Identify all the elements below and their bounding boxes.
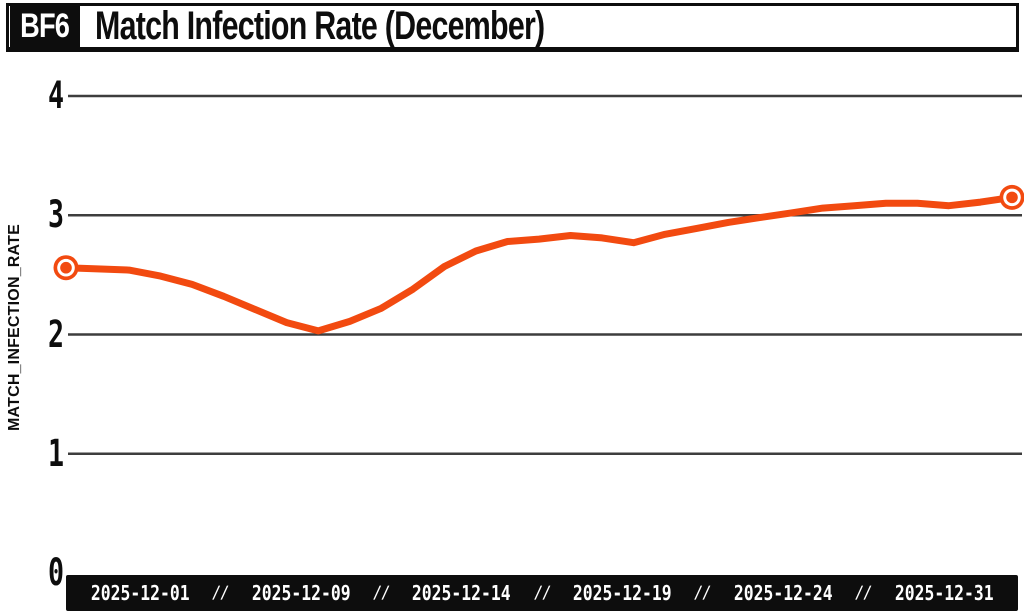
- y-tick-label: 0: [47, 551, 64, 594]
- x-axis-bar: 2025-12-01 // 2025-12-09 // 2025-12-14 // 2025…: [66, 575, 1018, 611]
- x-axis-date: 2025-12-14: [412, 581, 511, 605]
- x-axis-date: 2025-12-31: [894, 581, 994, 605]
- x-axis-date: 2025-12-19: [572, 581, 672, 605]
- date-separator: //: [693, 583, 712, 603]
- date-separator: //: [211, 583, 230, 603]
- y-tick-label: 3: [47, 193, 64, 237]
- endpoint-marker: [53, 255, 79, 281]
- x-axis-date: 2025-12-09: [251, 581, 351, 605]
- bf6-badge-label: BF6: [20, 7, 70, 45]
- y-tick-label: 2: [47, 312, 64, 356]
- date-separator: //: [372, 583, 391, 603]
- date-separator: //: [854, 583, 873, 603]
- y-tick-label: 4: [47, 74, 64, 117]
- page-title: Match Infection Rate (December): [95, 4, 686, 48]
- date-separator: //: [532, 583, 551, 603]
- endpoint-marker: [999, 184, 1024, 210]
- bf6-badge: BF6: [10, 6, 80, 47]
- page-title-text: Match Infection Rate (December): [95, 4, 545, 48]
- infection-rate-line: [62, 193, 1016, 335]
- x-axis-date: 2025-12-24: [733, 581, 833, 605]
- endpoint-marker-circle: [60, 261, 72, 274]
- y-tick-label: 1: [47, 431, 64, 475]
- x-axis-date: 2025-12-01: [90, 581, 190, 605]
- endpoint-marker-circle: [1006, 191, 1018, 204]
- header-box: BF6 Match Infection Rate (December): [6, 3, 1019, 52]
